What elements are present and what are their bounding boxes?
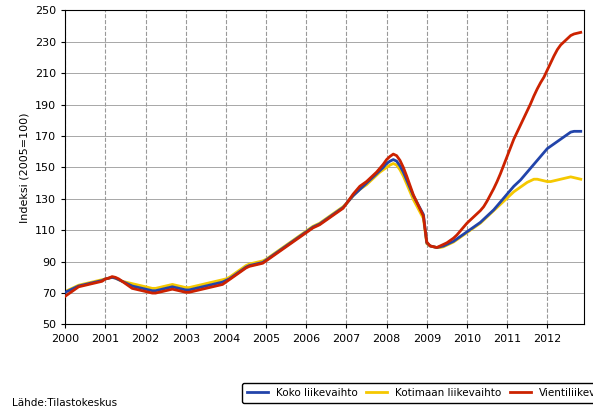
- Vientiliikevaihto: [520, 116, 527, 121]
- Koko liikevaihto: [577, 129, 584, 134]
- Vientiliikevaihto: [62, 294, 69, 299]
- Kotimaan liikevaihto: [564, 175, 571, 180]
- Koko liikevaihto: [62, 290, 69, 295]
- Text: Lähde:Tilastokeskus: Lähde:Tilastokeskus: [12, 398, 117, 408]
- Y-axis label: Indeksi (2005=100): Indeksi (2005=100): [20, 112, 30, 223]
- Kotimaan liikevaihto: [524, 180, 531, 185]
- Kotimaan liikevaihto: [577, 177, 584, 182]
- Koko liikevaihto: [570, 129, 578, 134]
- Vientiliikevaihto: [560, 39, 568, 44]
- Kotimaan liikevaihto: [423, 241, 431, 246]
- Kotimaan liikevaihto: [310, 224, 317, 229]
- Kotimaan liikevaihto: [62, 289, 69, 294]
- Vientiliikevaihto: [310, 225, 317, 230]
- Vientiliikevaihto: [493, 179, 500, 184]
- Vientiliikevaihto: [420, 214, 427, 219]
- Koko liikevaihto: [520, 173, 527, 178]
- Vientiliikevaihto: [577, 30, 584, 35]
- Vientiliikevaihto: [527, 102, 534, 106]
- Koko liikevaihto: [310, 225, 317, 230]
- Koko liikevaihto: [493, 203, 500, 208]
- Line: Koko liikevaihto: Koko liikevaihto: [65, 131, 581, 292]
- Koko liikevaihto: [420, 212, 427, 217]
- Line: Kotimaan liikevaihto: Kotimaan liikevaihto: [65, 163, 581, 292]
- Koko liikevaihto: [527, 166, 534, 171]
- Kotimaan liikevaihto: [390, 161, 397, 166]
- Kotimaan liikevaihto: [497, 202, 504, 207]
- Line: Vientiliikevaihto: Vientiliikevaihto: [65, 32, 581, 296]
- Kotimaan liikevaihto: [530, 177, 537, 182]
- Koko liikevaihto: [560, 134, 568, 139]
- Legend: Koko liikevaihto, Kotimaan liikevaihto, Vientiliikevaihto: Koko liikevaihto, Kotimaan liikevaihto, …: [242, 383, 593, 404]
